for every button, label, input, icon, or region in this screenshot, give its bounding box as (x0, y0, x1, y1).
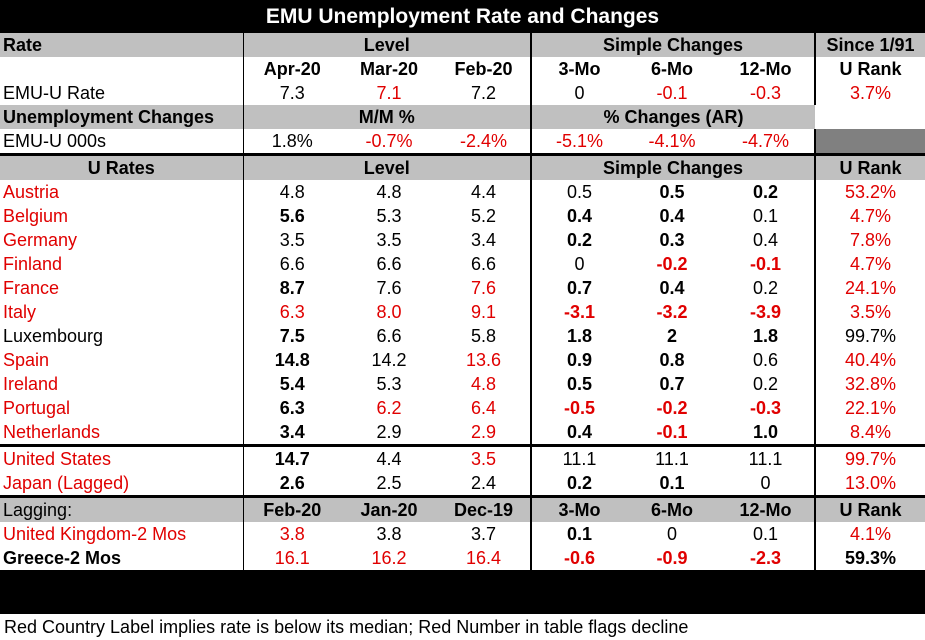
table-row: Finland 6.6 6.6 6.6 0 -0.2 -0.1 4.7% (0, 252, 925, 276)
lagging-header: Lagging: Feb-20 Jan-20 Dec-19 3-Mo 6-Mo … (0, 495, 925, 522)
header-row-1: Rate Level Simple Changes Since 1/91 (0, 33, 925, 57)
table-row: Germany 3.5 3.5 3.4 0.2 0.3 0.4 7.8% (0, 228, 925, 252)
header-col: Apr-20 (263, 59, 321, 79)
table-title: EMU Unemployment Rate and Changes (3, 3, 922, 31)
unemployment-changes-header: Unemployment Changes M/M % % Changes (AR… (0, 105, 925, 129)
u-rates-header: U Rates Level Simple Changes U Rank (0, 153, 925, 180)
header-col: Feb-20 (437, 57, 532, 81)
header-col: U Rank (839, 59, 902, 79)
table-row: Luxembourg 7.5 6.6 5.8 1.8 2 1.8 99.7% (0, 324, 925, 348)
header-col: 3-Mo (558, 59, 601, 79)
table-row: Austria 4.8 4.8 4.4 0.5 0.5 0.2 53.2% (0, 180, 925, 204)
unemployment-table: Rate Level Simple Changes Since 1/91 Apr… (0, 33, 925, 570)
header-col: 6-Mo (651, 59, 693, 79)
table-row: Ireland 5.4 5.3 4.8 0.5 0.7 0.2 32.8% (0, 372, 925, 396)
table-row: United States 14.7 4.4 3.5 11.1 11.1 11.… (0, 444, 925, 471)
table-row: United Kingdom-2 Mos 3.8 3.8 3.7 0.1 0 0… (0, 522, 925, 546)
table-row: Belgium 5.6 5.3 5.2 0.4 0.4 0.1 4.7% (0, 204, 925, 228)
table-row: Spain 14.8 14.2 13.6 0.9 0.8 0.6 40.4% (0, 348, 925, 372)
table-row: Portugal 6.3 6.2 6.4 -0.5 -0.2 -0.3 22.1… (0, 396, 925, 420)
header-since: Since 1/91 (815, 33, 925, 57)
table-row: France 8.7 7.6 7.6 0.7 0.4 0.2 24.1% (0, 276, 925, 300)
emu-rate-row: EMU-U Rate 7.3 7.1 7.2 0 -0.1 -0.3 3.7% (0, 81, 925, 105)
table-row: Greece-2 Mos 16.1 16.2 16.4 -0.6 -0.9 -2… (0, 546, 925, 570)
header-level: Level (243, 33, 532, 57)
header-row-2: Apr-20 Mar-20 Feb-20 3-Mo 6-Mo 12-Mo U R… (0, 57, 925, 81)
header-col: 12-Mo (717, 57, 817, 81)
header-rate: Rate (0, 33, 244, 57)
header-col: Mar-20 (359, 59, 419, 79)
table-row: Italy 6.3 8.0 9.1 -3.1 -3.2 -3.9 3.5% (0, 300, 925, 324)
footnote: Red Country Label implies rate is below … (0, 614, 925, 640)
header-simple-changes: Simple Changes (531, 33, 817, 57)
emu-000s-row: EMU-U 000s 1.8% -0.7% -2.4% -5.1% -4.1% … (0, 129, 925, 155)
table-row: Netherlands 3.4 2.9 2.9 0.4 -0.1 1.0 8.4… (0, 420, 925, 446)
table-row: Japan (Lagged) 2.6 2.5 2.4 0.2 0.1 0 13.… (0, 471, 925, 497)
